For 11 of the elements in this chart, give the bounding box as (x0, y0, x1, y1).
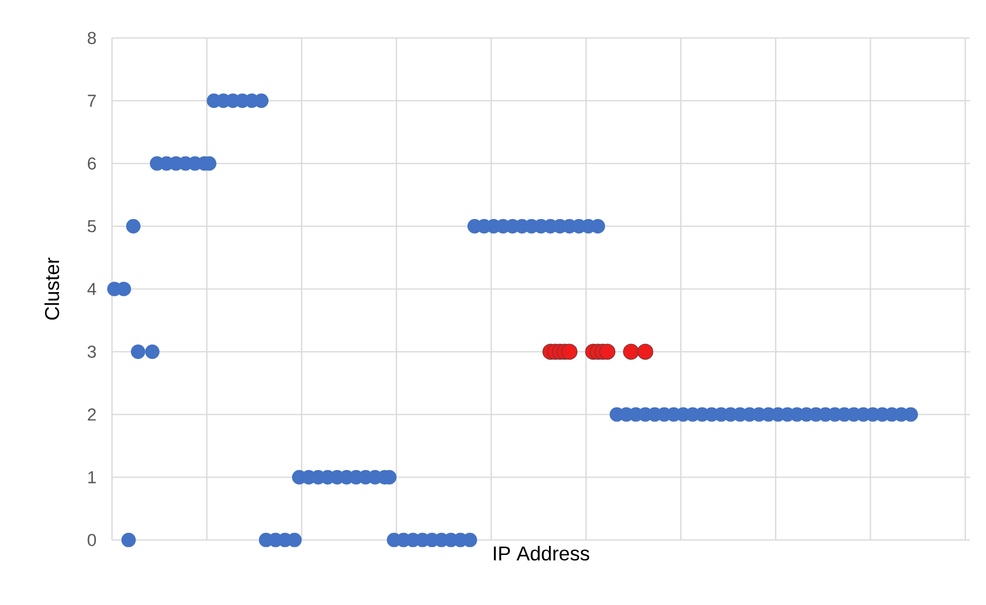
y-tick-label: 6 (88, 157, 96, 170)
y-tick-label: 2 (88, 408, 96, 421)
y-tick-label: 7 (88, 94, 96, 107)
y-tick-label: 1 (88, 471, 96, 484)
x-axis-title: IP Address (494, 546, 590, 561)
y-tick-label: 4 (87, 283, 96, 295)
y-tick-label: 0 (88, 534, 96, 546)
y-tick-label: 8 (88, 32, 96, 44)
y-axis-title: Cluster (44, 258, 60, 320)
y-tick-label: 3 (88, 346, 96, 358)
y-tick-label: 5 (88, 220, 96, 232)
